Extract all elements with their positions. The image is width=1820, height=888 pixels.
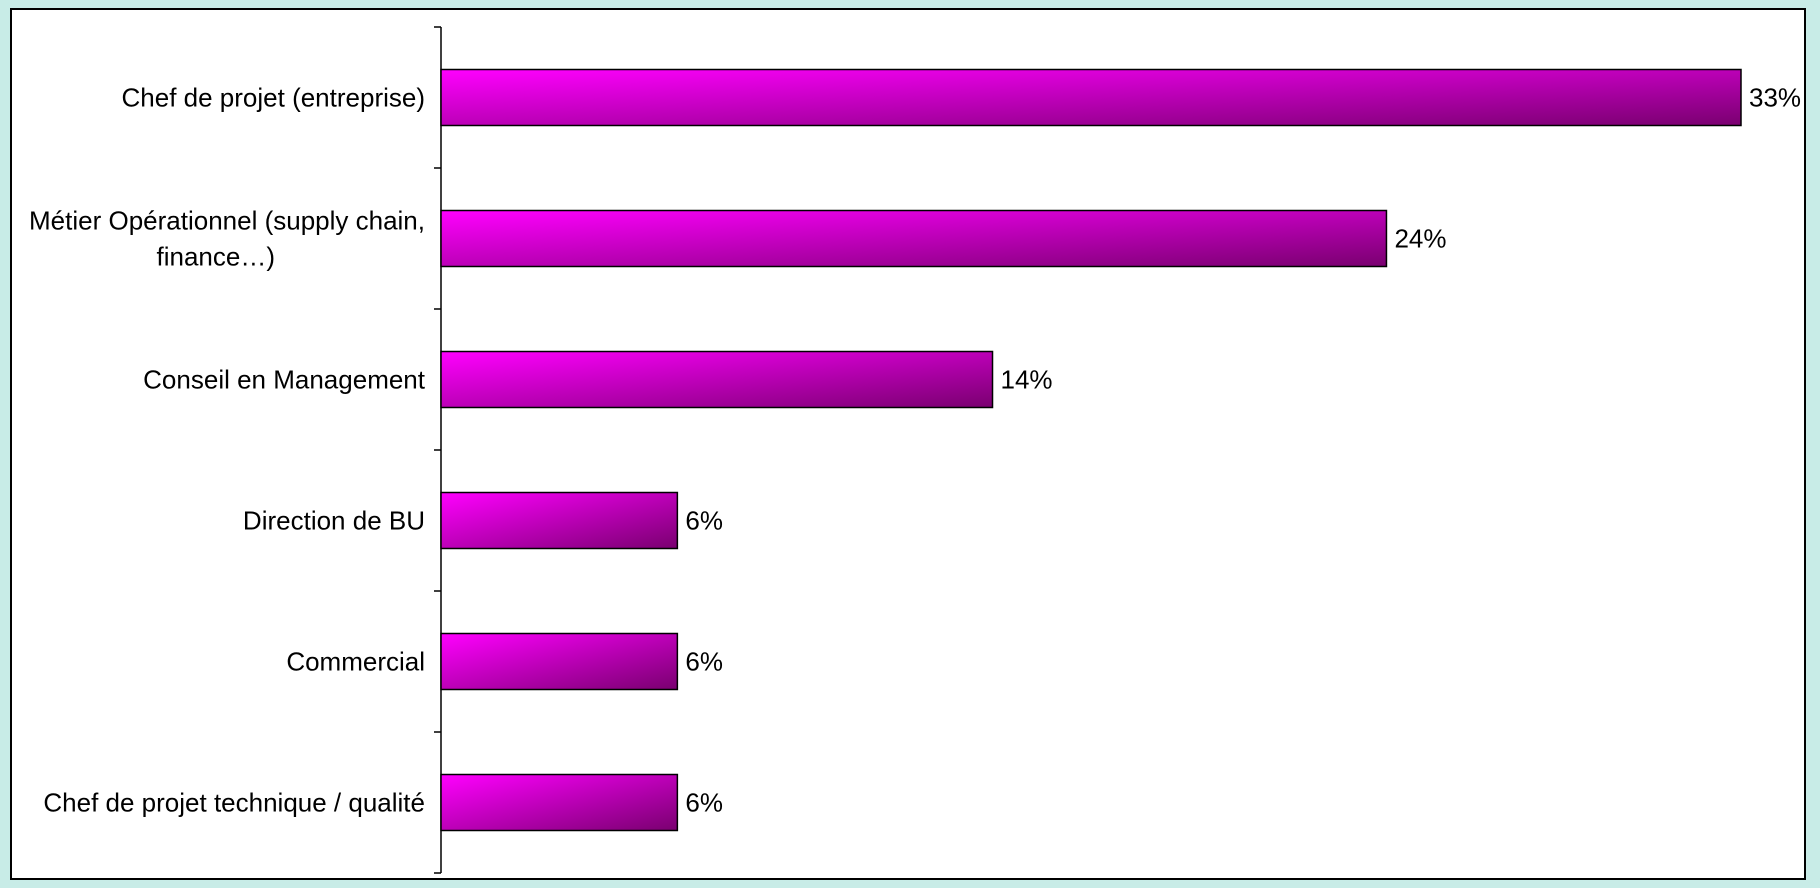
category-label: Métier Opérationnel (supply chain, financ… [29, 206, 425, 272]
data-label: 24% [1394, 224, 1446, 254]
category-label-line: Chef de projet (entreprise) [122, 83, 425, 113]
bars [440, 68, 1742, 832]
data-label: 6% [685, 506, 723, 536]
category-label-line: Direction de BU [243, 506, 425, 536]
bar [440, 632, 679, 691]
bar [440, 68, 1742, 127]
category-axis [434, 26, 442, 874]
labels: 33% Chef de projet (entreprise) 24% Métier … [29, 83, 1801, 818]
bar [440, 350, 994, 409]
category-label-line: finance…) [157, 242, 276, 272]
data-label: 6% [685, 647, 723, 677]
data-label: 6% [685, 788, 723, 818]
bar [440, 773, 679, 832]
data-label: 33% [1749, 83, 1801, 113]
category-label: Direction de BU [243, 506, 425, 536]
category-label: Conseil en Management [143, 365, 426, 395]
bar [440, 491, 679, 550]
category-label: Chef de projet technique / qualité [43, 788, 425, 818]
category-label: Commercial [286, 647, 425, 677]
category-label-line: Conseil en Management [143, 365, 426, 395]
bar [440, 209, 1388, 268]
chart-frame [10, 8, 1806, 880]
category-label: Chef de projet (entreprise) [122, 83, 425, 113]
category-label-line: Chef de projet technique / qualité [43, 788, 425, 818]
category-label-line: Commercial [286, 647, 425, 677]
category-label-line: Métier Opérationnel (supply chain, [29, 206, 425, 236]
data-label: 14% [1001, 365, 1053, 395]
